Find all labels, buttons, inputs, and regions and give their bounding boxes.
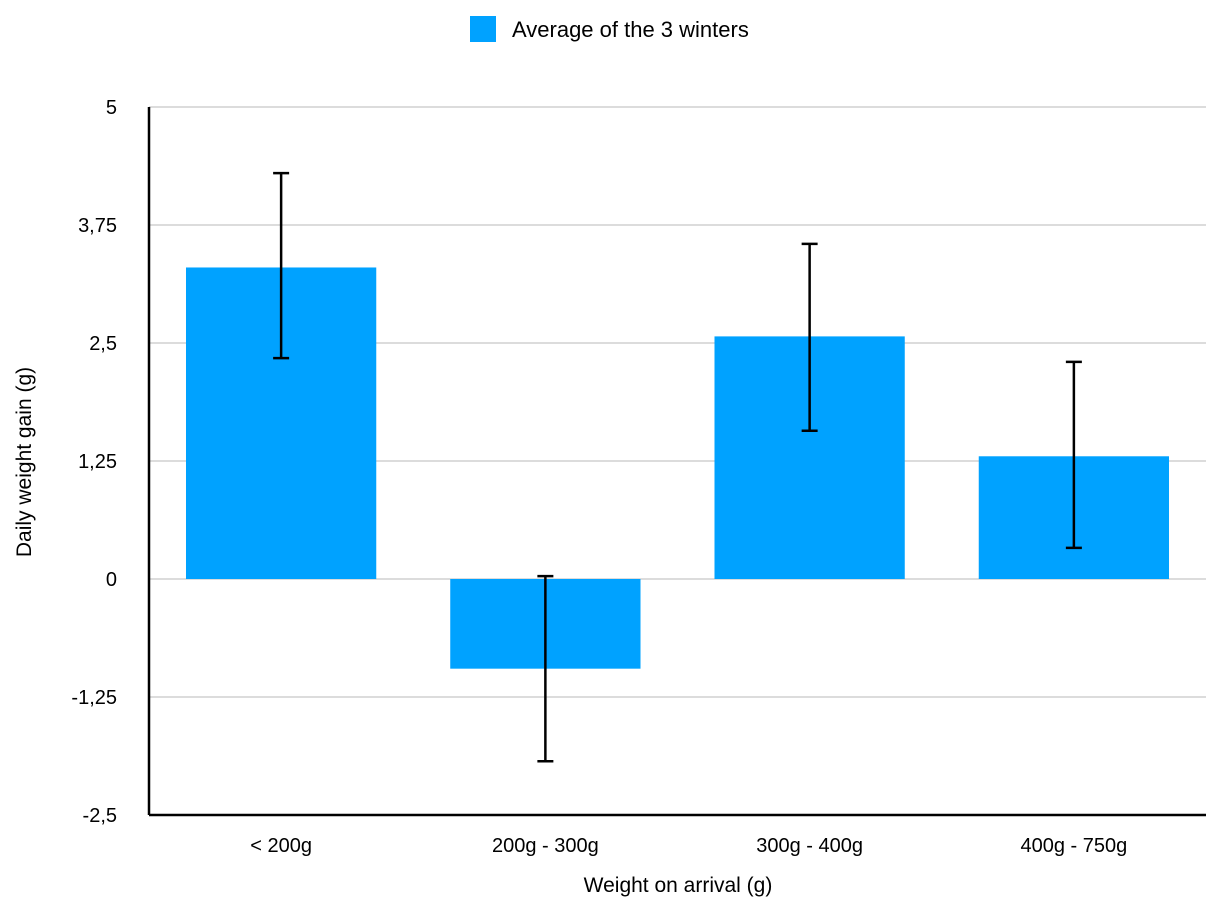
y-tick-label: 3,75 <box>78 215 117 237</box>
y-tick-label: 0 <box>106 569 117 591</box>
x-tick-label: 300g - 400g <box>756 835 863 857</box>
y-tick-label: 2,5 <box>89 333 117 355</box>
y-tick-label: 5 <box>106 97 117 119</box>
axes <box>147 107 1206 817</box>
y-tick-label: -2,5 <box>83 805 117 827</box>
error-bar <box>537 574 554 763</box>
error-bar <box>273 171 290 360</box>
y-tick-labels: 5 3,75 2,5 1,25 0 -1,25 -2,5 <box>71 97 117 827</box>
error-bar <box>801 242 818 433</box>
error-bar <box>1065 360 1082 550</box>
x-axis-title: Weight on arrival (g) <box>584 874 773 897</box>
legend-label: Average of the 3 winters <box>512 17 749 42</box>
x-tick-labels: < 200g 200g - 300g 300g - 400g 400g - 750g <box>250 835 1127 857</box>
y-axis-title: Daily weight gain (g) <box>13 367 36 557</box>
error-bars <box>273 171 1082 763</box>
x-tick-label: 200g - 300g <box>492 835 599 857</box>
x-tick-label: 400g - 750g <box>1020 835 1127 857</box>
y-tick-label: 1,25 <box>78 451 117 473</box>
legend-swatch <box>470 16 496 42</box>
bars <box>185 267 1170 669</box>
x-tick-label: < 200g <box>250 835 312 857</box>
legend: Average of the 3 winters <box>470 16 749 42</box>
y-tick-label: -1,25 <box>71 687 117 709</box>
